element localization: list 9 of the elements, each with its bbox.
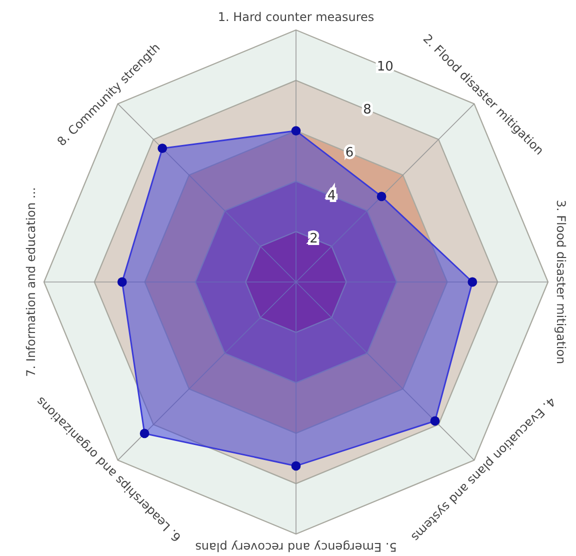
spoke-label: 5. Emergency and recovery plans: [195, 540, 397, 554]
y-tick-label: 6: [345, 145, 354, 160]
y-tick-label: 2: [310, 231, 318, 246]
spoke-label: 7. Information and education ...: [24, 187, 38, 377]
spoke-label: 3. Flood disaster mitigation: [554, 200, 568, 364]
y-tick-label: 8: [363, 102, 372, 118]
y-tick-label: 4: [328, 188, 336, 204]
spoke-label: 1. Hard counter measures: [218, 10, 374, 24]
y-tick-label: 10: [376, 59, 394, 74]
